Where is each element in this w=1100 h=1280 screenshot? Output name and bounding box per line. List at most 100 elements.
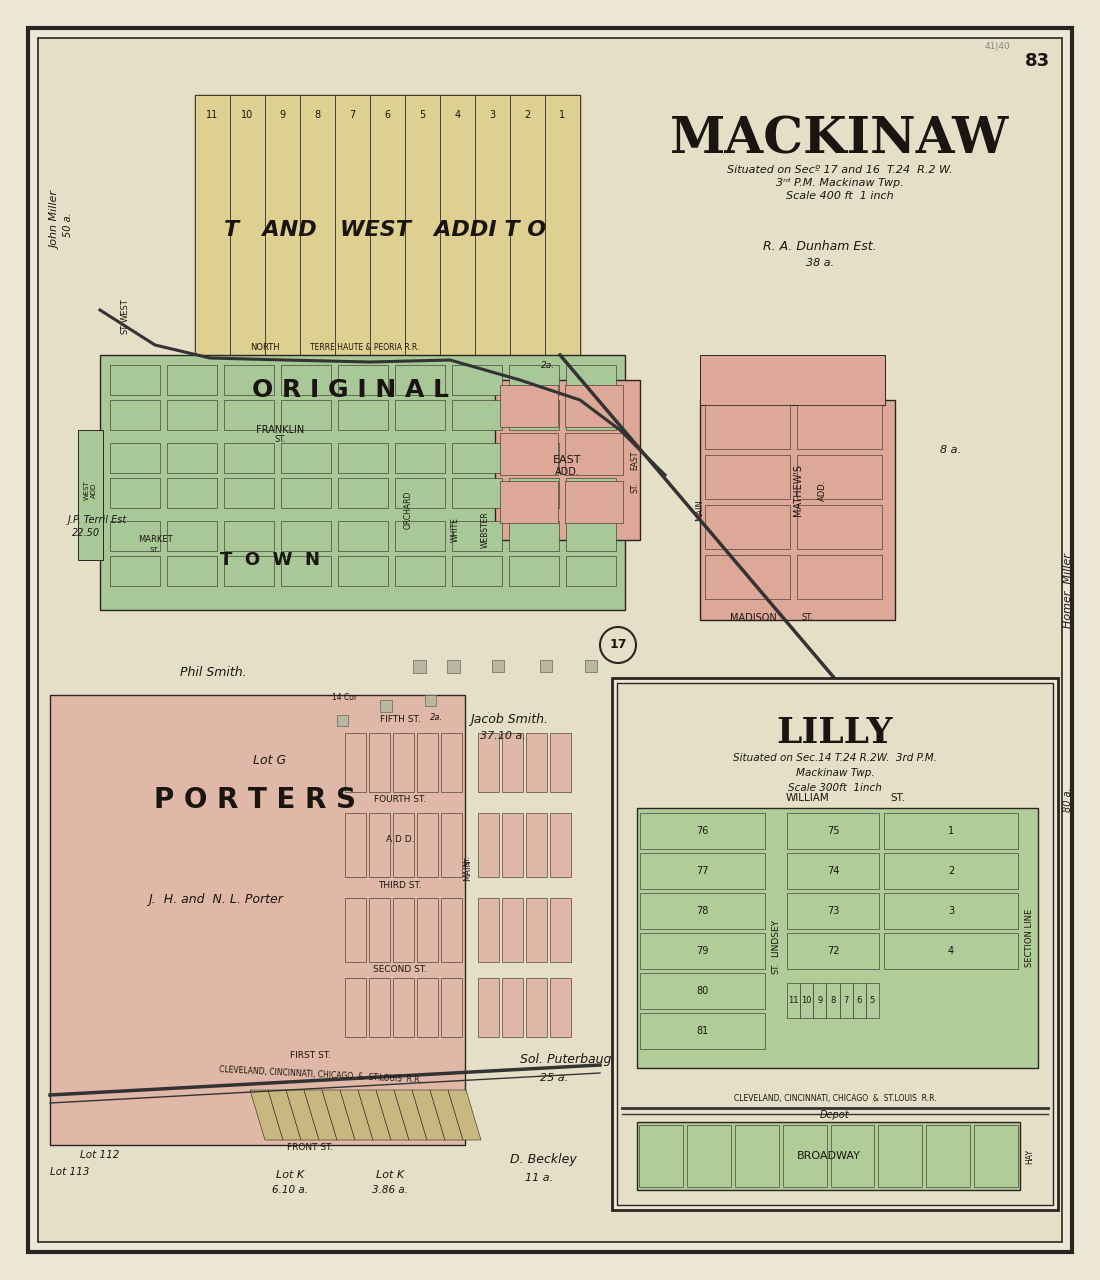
Bar [478, 733, 499, 792]
Bar [565, 481, 623, 524]
Bar [565, 433, 623, 475]
Bar [110, 399, 160, 430]
Bar [337, 716, 348, 726]
Bar [550, 899, 571, 963]
Text: TERRE HAUTE & PEORIA R.R.: TERRE HAUTE & PEORIA R.R. [310, 343, 419, 352]
Bar [700, 399, 895, 620]
Bar [509, 477, 559, 508]
Bar [110, 477, 160, 508]
Text: Sol. Puterbaugh: Sol. Puterbaugh [520, 1053, 619, 1066]
Text: 77: 77 [696, 867, 708, 876]
Bar [510, 95, 544, 355]
Bar [798, 404, 882, 449]
Bar [100, 355, 625, 611]
Bar [550, 733, 571, 792]
Bar [345, 978, 366, 1037]
Text: ORCHARD: ORCHARD [404, 490, 412, 529]
Text: 6: 6 [857, 996, 862, 1005]
Bar [167, 443, 217, 474]
Bar [417, 899, 438, 963]
Text: WILLIAM: WILLIAM [785, 794, 829, 803]
Bar [640, 933, 764, 969]
Text: 83: 83 [1025, 52, 1050, 70]
Bar [495, 380, 640, 540]
Text: SECTION LINE: SECTION LINE [1025, 909, 1034, 968]
Polygon shape [376, 1091, 409, 1140]
Text: 76: 76 [696, 826, 708, 836]
Bar [368, 978, 390, 1037]
Text: 73: 73 [827, 906, 839, 916]
Bar [368, 733, 390, 792]
Bar [412, 660, 426, 673]
Bar [502, 733, 522, 792]
Bar [395, 556, 446, 586]
Text: 10: 10 [241, 110, 254, 120]
Text: MADISON: MADISON [730, 613, 777, 623]
Text: 17: 17 [609, 639, 627, 652]
Polygon shape [448, 1091, 481, 1140]
Text: 11: 11 [207, 110, 219, 120]
Bar [786, 983, 800, 1018]
Bar [798, 454, 882, 499]
Text: 6: 6 [384, 110, 390, 120]
Text: A D D.: A D D. [386, 836, 415, 845]
Text: MACKINAW: MACKINAW [670, 115, 1010, 164]
Text: 81: 81 [696, 1027, 708, 1036]
Bar [338, 399, 388, 430]
Bar [526, 978, 547, 1037]
Bar [338, 443, 388, 474]
Text: ST.: ST. [465, 855, 471, 865]
Bar [441, 899, 462, 963]
Bar [338, 521, 388, 550]
Bar [440, 95, 475, 355]
Text: 9: 9 [817, 996, 823, 1005]
Bar [478, 978, 499, 1037]
Bar [280, 399, 331, 430]
Bar [452, 365, 502, 396]
Text: Lot G: Lot G [253, 754, 287, 767]
Bar [441, 813, 462, 877]
Bar [544, 95, 580, 355]
Bar [826, 983, 839, 1018]
Bar [786, 893, 879, 929]
Bar [393, 978, 414, 1037]
Text: Lot 113: Lot 113 [51, 1167, 90, 1178]
Text: WEST
ADD: WEST ADD [84, 480, 97, 500]
Text: 1: 1 [560, 110, 565, 120]
Bar [526, 733, 547, 792]
Bar [500, 481, 558, 524]
Bar [509, 556, 559, 586]
Text: J.  H. and  N. L. Porter: J. H. and N. L. Porter [147, 893, 283, 906]
Bar [370, 95, 405, 355]
Text: 3: 3 [490, 110, 496, 120]
Text: CLEVELAND, CINCINNATI, CHICAGO  &  ST.LOUIS  R.R.: CLEVELAND, CINCINNATI, CHICAGO & ST.LOUI… [219, 1065, 421, 1084]
Text: Situated on Sec.14 T.24 R.2W.  3rd P.M.: Situated on Sec.14 T.24 R.2W. 3rd P.M. [733, 753, 937, 763]
Text: R. A. Dunham Est.: R. A. Dunham Est. [763, 241, 877, 253]
Text: 8: 8 [830, 996, 836, 1005]
Text: Lot K: Lot K [376, 1170, 404, 1180]
Bar [393, 899, 414, 963]
Text: 4: 4 [948, 946, 954, 956]
Bar [280, 365, 331, 396]
Bar [452, 399, 502, 430]
Text: 72: 72 [827, 946, 839, 956]
Bar [78, 430, 103, 561]
Bar [417, 733, 438, 792]
Bar [566, 399, 616, 430]
Polygon shape [250, 1091, 283, 1140]
Bar [786, 933, 879, 969]
Text: Jacob Smith.: Jacob Smith. [470, 713, 548, 727]
Bar [167, 521, 217, 550]
Text: NORTH: NORTH [250, 343, 279, 352]
Bar [195, 95, 580, 355]
Bar [866, 983, 879, 1018]
Bar [280, 477, 331, 508]
Text: 11 a.: 11 a. [525, 1172, 553, 1183]
Bar [884, 852, 1018, 890]
Text: MATHEW'S: MATHEW'S [793, 463, 803, 516]
Polygon shape [340, 1091, 373, 1140]
Bar [368, 813, 390, 877]
Text: 5: 5 [870, 996, 876, 1005]
Bar [395, 443, 446, 474]
Bar [640, 973, 764, 1009]
